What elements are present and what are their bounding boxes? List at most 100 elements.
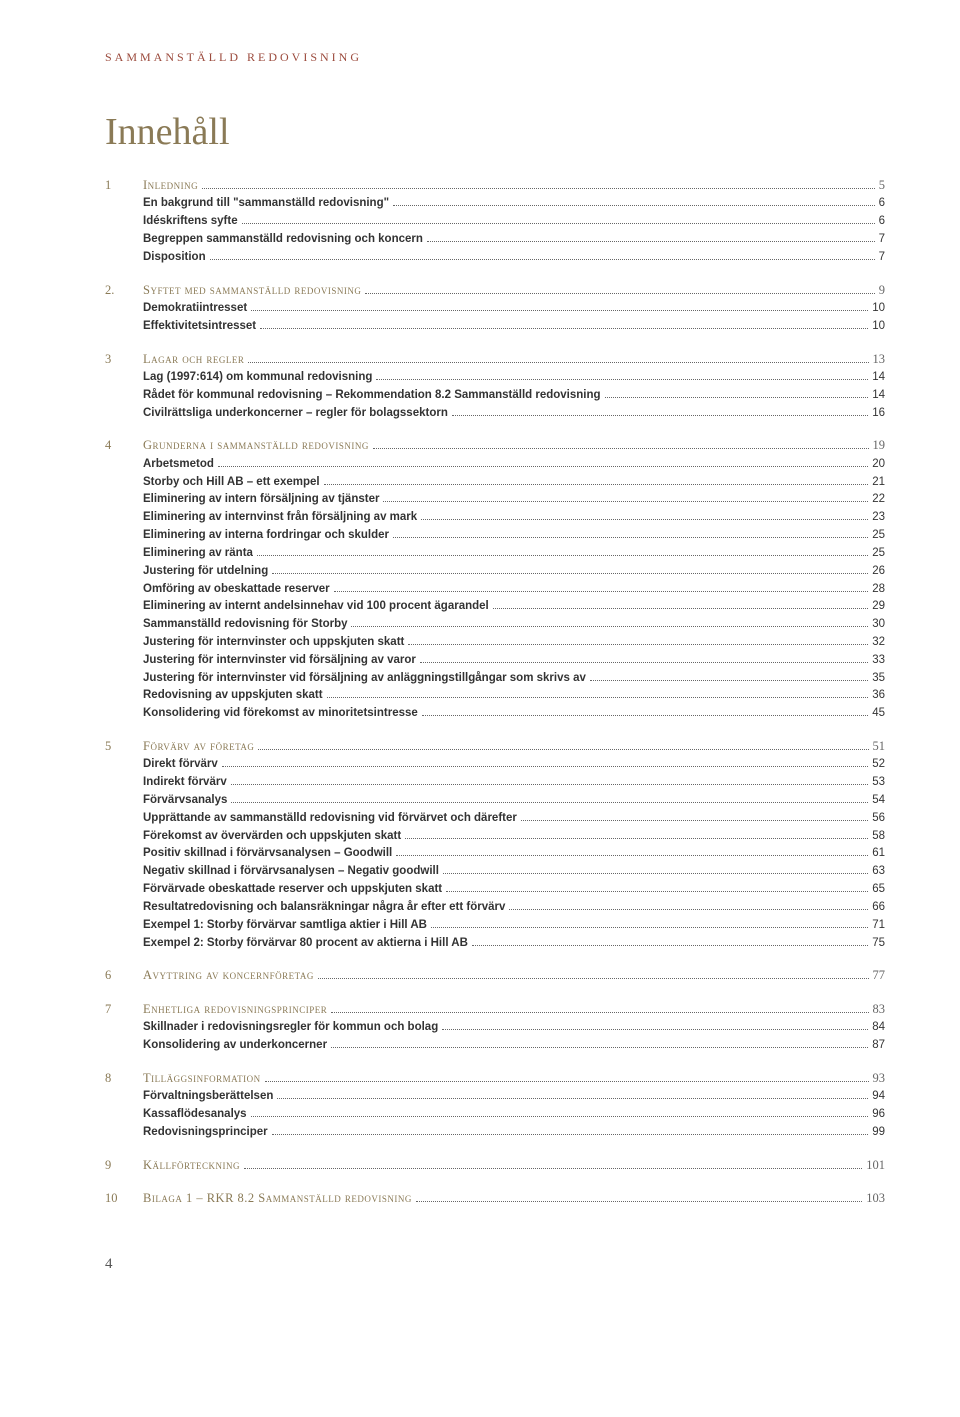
- toc-section: 2.Syftet med sammanställd redovisning9De…: [105, 281, 885, 336]
- leader-dots: [393, 537, 868, 538]
- entry-page: 33: [872, 652, 885, 670]
- entry-label: Justering för internvinster vid försäljn…: [143, 652, 416, 670]
- entry-label: Eliminering av internvinst från försäljn…: [143, 509, 417, 527]
- entry-label: Resultatredovisning och balansräkningar …: [143, 899, 505, 917]
- toc-entry-row: En bakgrund till "sammanställd redovisni…: [105, 195, 885, 213]
- entry-page: 10: [872, 300, 885, 318]
- toc-entry-row: Eliminering av ränta25: [105, 545, 885, 563]
- toc-entry-row: Direkt förvärv52: [105, 756, 885, 774]
- leader-dots: [272, 573, 868, 574]
- leader-dots: [202, 188, 875, 189]
- leader-dots: [408, 644, 868, 645]
- running-head: SAMMANSTÄLLD REDOVISNING: [105, 50, 885, 65]
- entry-page: 84: [872, 1019, 885, 1037]
- leader-dots: [327, 697, 869, 698]
- entry-label: Lag (1997:614) om kommunal redovisning: [143, 369, 372, 387]
- entry-label: Rådet för kommunal redovisning – Rekomme…: [143, 387, 601, 405]
- toc-entry-row: Förvärvsanalys 54: [105, 792, 885, 810]
- chapter-title: Avyttring av koncernföretag: [143, 966, 314, 985]
- toc-entry-row: Indirekt förvärv53: [105, 774, 885, 792]
- entry-page: 22: [872, 491, 885, 509]
- toc-chapter-row: 8Tilläggsinformation93: [105, 1069, 885, 1088]
- chapter-title: Bilaga 1 – RKR 8.2 Sammanställd redovisn…: [143, 1189, 412, 1208]
- chapter-number: 10: [105, 1189, 143, 1208]
- entry-label: Eliminering av internt andelsinnehav vid…: [143, 598, 489, 616]
- toc-entry-row: Eliminering av internt andelsinnehav vid…: [105, 598, 885, 616]
- chapter-page: 103: [866, 1189, 885, 1208]
- toc-entry-row: Konsolidering av underkoncerner87: [105, 1037, 885, 1055]
- entry-page: 23: [872, 509, 885, 527]
- chapter-number: 9: [105, 1156, 143, 1175]
- entry-page: 65: [872, 881, 885, 899]
- leader-dots: [416, 1201, 862, 1202]
- leader-dots: [452, 415, 868, 416]
- chapter-page: 101: [866, 1156, 885, 1175]
- chapter-page: 19: [873, 436, 886, 455]
- leader-dots: [258, 749, 868, 750]
- entry-page: 14: [872, 387, 885, 405]
- entry-label: Redovisning av uppskjuten skatt: [143, 687, 323, 705]
- entry-label: Justering för utdelning: [143, 563, 268, 581]
- toc-entry-row: Exempel 1: Storby förvärvar samtliga akt…: [105, 917, 885, 935]
- entry-label: Kassaflödesanalys: [143, 1106, 247, 1124]
- toc-entry-row: Resultatredovisning och balansräkningar …: [105, 899, 885, 917]
- toc-entry-row: Redovisningsprinciper99: [105, 1124, 885, 1142]
- entry-page: 53: [872, 774, 885, 792]
- toc-entry-row: Eliminering av interna fordringar och sk…: [105, 527, 885, 545]
- entry-label: Negativ skillnad i förvärvsanalysen – Ne…: [143, 863, 439, 881]
- toc-entry-row: Skillnader i redovisningsregler för komm…: [105, 1019, 885, 1037]
- toc-chapter-row: 4Grunderna i sammanställd redovisning19: [105, 436, 885, 455]
- entry-label: Arbetsmetod: [143, 456, 214, 474]
- chapter-page: 5: [879, 176, 885, 195]
- toc-entry-row: Demokratiintresset10: [105, 300, 885, 318]
- chapter-number: 4: [105, 436, 143, 455]
- chapter-page: 77: [873, 966, 886, 985]
- leader-dots: [277, 1098, 868, 1099]
- leader-dots: [446, 891, 868, 892]
- toc-chapter-row: 2.Syftet med sammanställd redovisning9: [105, 281, 885, 300]
- entry-label: Exempel 1: Storby förvärvar samtliga akt…: [143, 917, 427, 935]
- chapter-number: 1: [105, 176, 143, 195]
- entry-label: Upprättande av sammanställd redovisning …: [143, 810, 517, 828]
- entry-page: 29: [872, 598, 885, 616]
- toc-entry-row: Sammanställd redovisning för Storby30: [105, 616, 885, 634]
- entry-label: Redovisningsprinciper: [143, 1124, 268, 1142]
- entry-label: Begreppen sammanställd redovisning och k…: [143, 231, 423, 249]
- toc-entry-row: Konsolidering vid förekomst av minoritet…: [105, 705, 885, 723]
- toc-entry-row: Justering för utdelning26: [105, 563, 885, 581]
- entry-label: Effektivitetsintresset: [143, 318, 256, 336]
- toc-entry-row: Begreppen sammanställd redovisning och k…: [105, 231, 885, 249]
- page-title: Innehåll: [105, 110, 885, 154]
- toc-section: 9Källförteckning101: [105, 1156, 885, 1175]
- chapter-number: 2.: [105, 281, 143, 300]
- entry-label: Civilrättsliga underkoncerner – regler f…: [143, 405, 448, 423]
- leader-dots: [442, 1029, 868, 1030]
- toc-entry-row: Justering för internvinster och uppskjut…: [105, 634, 885, 652]
- entry-label: Idéskriftens syfte: [143, 213, 238, 231]
- leader-dots: [373, 448, 869, 449]
- toc-entry-row: Förvärvade obeskattade reserver och upps…: [105, 881, 885, 899]
- chapter-title: Lagar och regler: [143, 350, 244, 369]
- chapter-number: 3: [105, 350, 143, 369]
- leader-dots: [242, 223, 875, 224]
- entry-page: 6: [879, 213, 885, 231]
- toc-entry-row: Förekomst av övervärden och uppskjuten s…: [105, 828, 885, 846]
- entry-page: 54: [872, 792, 885, 810]
- entry-label: Konsolidering vid förekomst av minoritet…: [143, 705, 418, 723]
- entry-page: 36: [872, 687, 885, 705]
- toc-entry-row: Justering för internvinster vid försäljn…: [105, 670, 885, 688]
- entry-label: Exempel 2: Storby förvärvar 80 procent a…: [143, 935, 468, 953]
- leader-dots: [331, 1047, 868, 1048]
- leader-dots: [351, 626, 868, 627]
- leader-dots: [257, 555, 868, 556]
- entry-page: 16: [872, 405, 885, 423]
- entry-label: Förekomst av övervärden och uppskjuten s…: [143, 828, 401, 846]
- entry-label: Förvärvsanalys: [143, 792, 227, 810]
- leader-dots: [521, 820, 868, 821]
- entry-page: 7: [879, 231, 885, 249]
- chapter-number: 5: [105, 737, 143, 756]
- entry-label: Positiv skillnad i förvärvsanalysen – Go…: [143, 845, 392, 863]
- leader-dots: [218, 466, 868, 467]
- toc-section: 7Enhetliga redovisningsprinciper83Skilln…: [105, 1000, 885, 1055]
- leader-dots: [365, 293, 874, 294]
